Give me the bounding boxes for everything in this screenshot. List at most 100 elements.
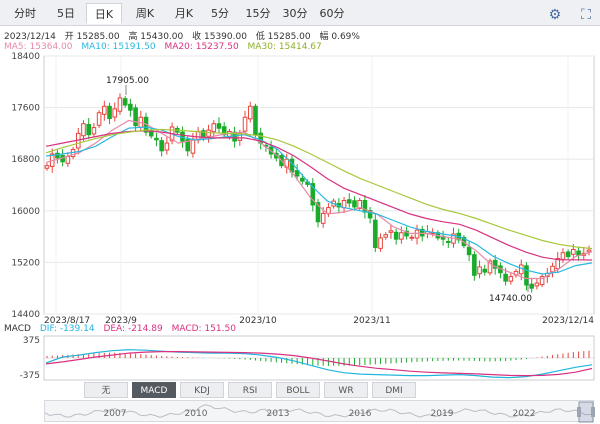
candle-body	[539, 276, 545, 286]
indicator-tab-boll[interactable]: BOLL	[276, 382, 320, 398]
x-axis-label: 2023/9	[105, 316, 137, 326]
tab-5min[interactable]: 5分	[211, 7, 229, 20]
candle-body	[388, 230, 394, 233]
tab-monthly-k[interactable]: 月K	[174, 7, 194, 20]
quote-close: 收 15390.00	[192, 32, 247, 42]
indicator-tab-macd[interactable]: MACD	[132, 382, 176, 398]
low-annotation: 14740.00	[489, 294, 532, 304]
candle-body	[159, 140, 164, 152]
indicator-tab-wr[interactable]: WR	[324, 382, 368, 398]
indicator-tab-dmi[interactable]: DMI	[372, 382, 416, 398]
candle-body	[534, 282, 540, 287]
candle-body	[373, 219, 378, 249]
y-axis-label: 15200	[11, 258, 40, 268]
navigator-year-label: 2022	[513, 409, 536, 419]
macd-legend: MACD DIF: -139.14 DEA: -214.89 MACD: 151…	[4, 324, 242, 334]
candle-body	[445, 241, 451, 244]
candle-body	[466, 246, 472, 256]
macd-dea-value: DEA: -214.89	[103, 324, 163, 334]
macd-dif-line	[45, 349, 593, 379]
indicator-tab-none[interactable]: 无	[84, 382, 128, 398]
candle-body	[383, 234, 389, 238]
ma10-value: MA10: 15191.50	[81, 42, 156, 52]
candle-body	[112, 108, 118, 118]
indicator-tab-rsi[interactable]: RSI	[228, 382, 272, 398]
ma-line-ma10	[45, 126, 593, 275]
tab-60min[interactable]: 60分	[319, 7, 345, 20]
candle-body	[550, 265, 555, 273]
navigator-right-handle[interactable]	[591, 407, 595, 417]
macd-ytick-top: 375	[23, 336, 40, 346]
candle-body	[571, 249, 576, 255]
candle-body	[524, 265, 529, 286]
candle-body	[326, 207, 331, 214]
quote-low: 低 15285.00	[255, 32, 311, 42]
candle-body	[211, 123, 217, 133]
candle-body	[65, 156, 71, 164]
tab-5day[interactable]: 5日	[57, 7, 75, 20]
candle-body	[294, 170, 300, 177]
navigator-year-label: 2019	[431, 409, 454, 419]
candle-body	[128, 103, 133, 111]
tab-30min[interactable]: 30分	[282, 7, 308, 20]
candle-body	[247, 105, 253, 120]
candle-body	[232, 131, 237, 142]
x-axis-label: 2023/12/14	[542, 316, 594, 326]
candle-body	[86, 123, 91, 136]
macd-dif-value: DIF: -139.14	[39, 324, 95, 334]
high-annotation: 17905.00	[106, 76, 149, 86]
indicator-tab-kdj[interactable]: KDJ	[180, 382, 224, 398]
navigator-year-label: 2010	[185, 409, 208, 419]
candle-body	[555, 258, 561, 270]
x-axis-label: 2023/11	[353, 316, 390, 326]
candle-body	[586, 249, 592, 253]
quote-open: 开 15285.00	[64, 32, 120, 42]
fullscreen-icon[interactable]: ⛶	[581, 7, 591, 23]
tab-daily-k[interactable]: 日K	[86, 3, 122, 24]
candle-body	[529, 283, 534, 289]
candle-body	[253, 105, 258, 136]
candle-body	[560, 252, 566, 260]
quote-date: 2023/12/14	[4, 32, 56, 42]
candle-body	[133, 107, 138, 127]
candle-body	[320, 212, 326, 224]
candle-body	[393, 231, 399, 240]
candle-body	[310, 183, 316, 206]
navigator-year-label: 2007	[104, 409, 127, 419]
candle-body	[414, 229, 420, 239]
candle-body	[472, 254, 477, 276]
navigator-selection[interactable]	[578, 401, 594, 423]
tab-fenshi[interactable]: 分时	[14, 7, 36, 20]
candle-body	[352, 200, 357, 208]
navigator-left-handle[interactable]	[577, 407, 581, 417]
candle-body	[357, 199, 362, 209]
candle-body	[154, 137, 159, 141]
candle-body	[44, 165, 50, 169]
navigator-year-label: 2013	[267, 409, 290, 419]
tab-weekly-k[interactable]: 周K	[135, 7, 155, 20]
ma20-value: MA20: 15237.50	[164, 42, 239, 52]
ma-legend: MA5: 15364.00 MA10: 15191.50 MA20: 15237…	[4, 42, 328, 52]
tab-15min[interactable]: 15分	[245, 7, 271, 20]
quote-change: 幅 0.69%	[319, 32, 360, 42]
macd-title: MACD	[4, 324, 31, 334]
candle-body	[164, 142, 170, 151]
x-axis-label: 2023/10	[239, 316, 277, 326]
x-axis-label: 2023/8/17	[44, 316, 90, 326]
candle-body	[148, 130, 154, 137]
ma-line-ma30	[45, 128, 593, 250]
y-axis-label: 14400	[11, 310, 40, 320]
candle-body	[576, 250, 581, 256]
candle-body	[107, 105, 112, 120]
candle-body	[508, 276, 514, 282]
macd-ytick-bottom: -375	[20, 371, 40, 381]
range-navigator[interactable]: 2007 2010 2013 2016 2019 2022	[44, 400, 596, 423]
candle-body	[399, 232, 404, 240]
ma5-value: MA5: 15364.00	[4, 42, 73, 52]
candle-body	[404, 230, 409, 237]
settings-icon[interactable]: ⚙	[548, 7, 562, 23]
candle-body	[190, 138, 196, 154]
ma-line-ma5	[45, 119, 593, 280]
candle-body	[419, 228, 425, 237]
